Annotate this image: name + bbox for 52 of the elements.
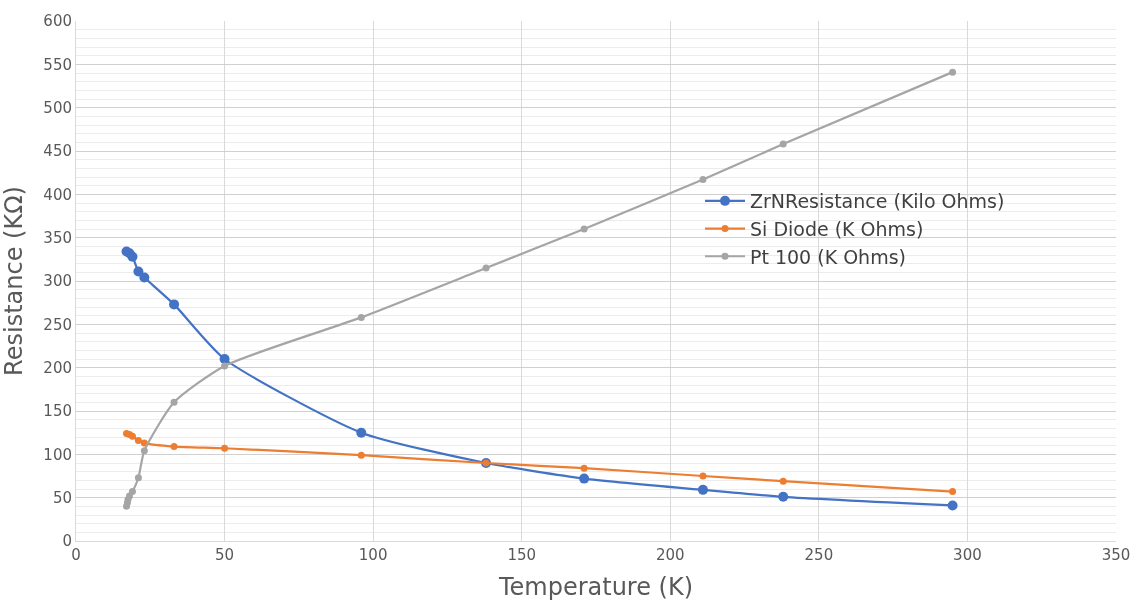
point [170,443,178,451]
legend-label: Si Diode (K Ohms) [750,217,924,240]
point [357,451,365,459]
point [699,176,707,184]
point [779,140,787,148]
y-tick-label: 450 [43,142,72,161]
point [134,474,142,482]
point [357,313,365,321]
point [221,362,229,370]
x-tick-label: 300 [953,546,982,564]
y-axis-title: Resistance (KΩ) [0,186,28,376]
point [947,500,958,511]
x-tick-label: 50 [215,546,235,564]
point [219,354,230,364]
point [128,488,136,496]
point [139,272,150,283]
point [169,299,180,310]
y-tick-label: 550 [43,55,72,74]
x-tick-label: 250 [804,546,834,564]
point [779,477,787,485]
x-tick-label: 350 [1101,546,1131,564]
point [356,427,367,438]
x-axis-title: Temperature (K) [497,573,694,602]
point [699,472,707,480]
y-tick-label: 100 [43,445,72,464]
y-tick-label: 300 [43,272,72,291]
y-tick-label: 350 [43,228,72,247]
y-tick-label: 600 [43,12,72,31]
y-tick-label: 150 [43,402,72,421]
y-tick-label: 0 [62,532,72,551]
point [579,473,590,484]
point [580,464,588,472]
x-tick-label: 100 [358,546,388,564]
x-tick-label: 150 [507,546,537,564]
point [949,488,957,496]
point [949,68,957,76]
x-tick-label: 200 [655,546,685,564]
point [778,491,789,502]
point [134,436,142,444]
point [482,264,490,272]
y-tick-label: 400 [43,185,72,204]
point [580,225,588,233]
y-tick-label: 50 [52,488,72,507]
point [170,398,178,406]
y-tick-label: 250 [43,315,72,334]
y-tick-label: 200 [43,358,72,377]
point [140,447,148,455]
point [221,444,229,452]
legend-label: ZrNResistance (Kilo Ohms) [750,190,1005,213]
legend-label: Pt 100 (K Ohms) [750,245,906,268]
y-tick-label: 500 [43,98,72,117]
point [697,484,708,495]
